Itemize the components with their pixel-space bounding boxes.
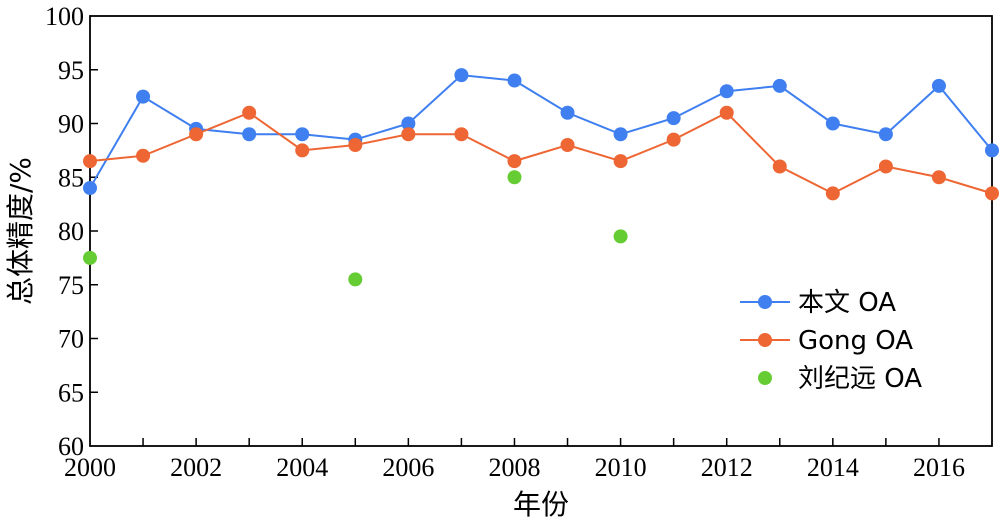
data-point (613, 154, 628, 169)
legend-marker (758, 371, 772, 385)
data-point (83, 250, 97, 265)
data-point (825, 186, 840, 201)
x-tick-label: 2004 (276, 453, 328, 482)
y-tick-label: 65 (58, 378, 84, 407)
series-3 (83, 170, 628, 287)
data-point (401, 116, 416, 131)
data-point (931, 78, 946, 93)
y-tick-label: 95 (58, 56, 84, 85)
legend-label: Gong OA (798, 326, 913, 356)
series-layer (83, 68, 999, 287)
data-point (83, 154, 97, 169)
data-point (136, 148, 151, 163)
data-point (189, 127, 204, 142)
x-tick-label: 2016 (913, 453, 965, 482)
y-tick-label: 75 (58, 271, 84, 300)
legend-marker (758, 295, 772, 309)
legend-item: Gong OA (740, 326, 913, 356)
data-point (454, 127, 469, 142)
x-tick-label: 2012 (701, 453, 753, 482)
data-point (507, 170, 522, 185)
data-point (242, 105, 257, 120)
legend-item: 本文 OA (740, 288, 896, 318)
data-point (772, 78, 787, 93)
data-point (931, 170, 946, 185)
x-tick-label: 2014 (807, 453, 859, 482)
data-point (83, 181, 97, 195)
data-point (348, 138, 363, 152)
data-point (136, 89, 151, 104)
series-line (89, 111, 993, 195)
y-tick-label: 100 (45, 2, 84, 31)
data-point (560, 138, 575, 152)
y-tick-label: 80 (58, 217, 84, 246)
data-point (507, 73, 522, 88)
plot-area: 60 65 70 75 80 85 90 95 100 2000 2002 2004 2006 2008… (45, 2, 999, 482)
data-point (560, 105, 575, 120)
data-point (825, 116, 840, 131)
legend-label: 刘纪远 OA (798, 364, 922, 394)
legend-label: 本文 OA (798, 288, 896, 318)
data-point (401, 127, 416, 142)
y-axis-title: 总体精度/% (4, 157, 37, 305)
x-tick-label: 2008 (488, 453, 540, 482)
series-line (89, 74, 993, 189)
x-axis: 2000 2002 2004 2006 2008 2010 2012 2014 2016 (64, 438, 965, 482)
data-point (613, 127, 628, 142)
data-point (719, 105, 734, 120)
series-2 (83, 105, 999, 201)
y-tick-label: 90 (58, 110, 84, 139)
x-tick-label: 2010 (595, 453, 647, 482)
y-tick-label: 60 (58, 432, 84, 461)
data-point (507, 154, 522, 169)
legend-marker (758, 333, 772, 347)
data-point (772, 159, 787, 174)
y-tick-label: 85 (58, 163, 84, 192)
x-tick-label: 2006 (382, 453, 434, 482)
data-point (295, 127, 310, 142)
data-point (985, 186, 999, 201)
data-point (295, 143, 310, 158)
data-point (878, 159, 893, 174)
data-point (666, 111, 681, 126)
data-point (242, 127, 257, 142)
y-axis: 60 65 70 75 80 85 90 95 100 (45, 2, 98, 461)
data-point (666, 132, 681, 147)
data-point (348, 272, 363, 287)
data-point (719, 84, 734, 99)
legend-item: 刘纪远 OA (758, 364, 922, 394)
y-tick-label: 70 (58, 325, 84, 354)
data-point (454, 68, 469, 83)
data-point (613, 229, 628, 244)
legend: 本文 OA Gong OA 刘纪远 OA (740, 288, 922, 394)
data-point (878, 127, 893, 142)
x-tick-label: 2002 (170, 453, 222, 482)
series-1 (83, 68, 999, 195)
x-axis-title: 年份 (513, 488, 569, 521)
data-point (985, 143, 999, 158)
x-tick-label: 2000 (64, 453, 116, 482)
